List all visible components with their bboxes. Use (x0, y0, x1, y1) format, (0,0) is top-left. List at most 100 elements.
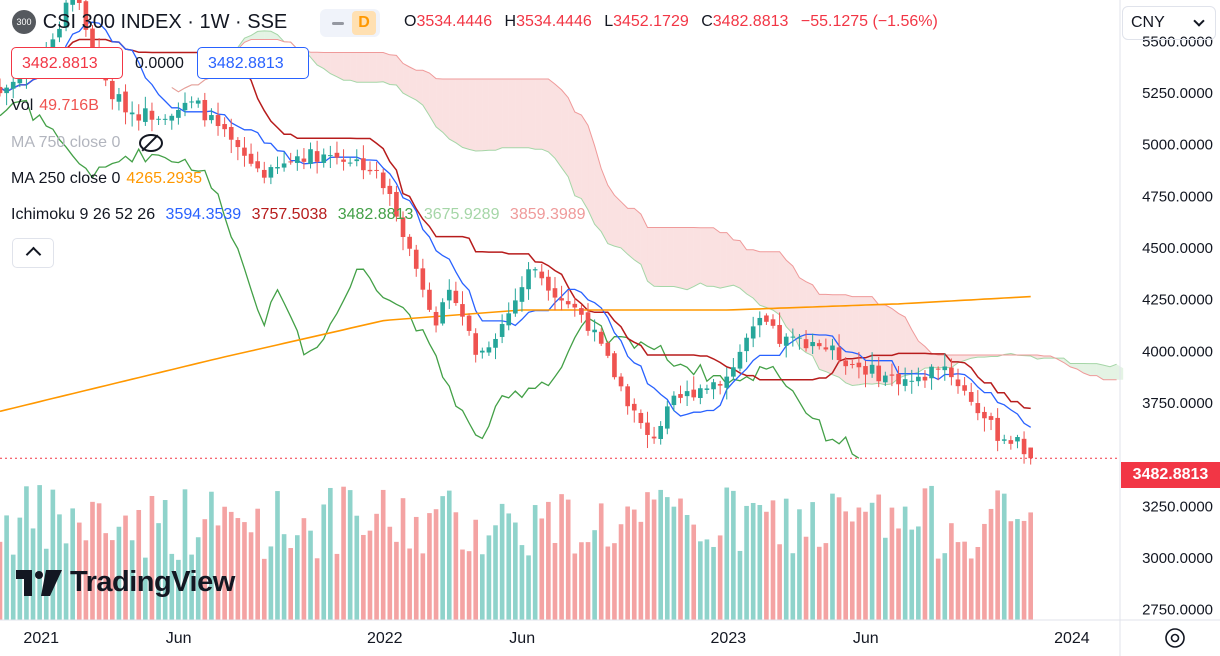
low-value: 3452.1729 (613, 13, 689, 30)
volume-bar (955, 542, 961, 620)
ma250-label: MA 250 close 0 (11, 170, 121, 187)
candle-body (129, 112, 135, 115)
cloud-segment (528, 78, 536, 150)
candle-body (565, 301, 571, 305)
candle-body (169, 115, 175, 121)
cloud-segment (865, 296, 873, 385)
ichimoku-conversion-value: 3594.3539 (165, 206, 242, 223)
cloud-segment (700, 227, 707, 287)
volume-bar (407, 548, 412, 620)
candle-body (863, 366, 868, 375)
volume-bar (922, 488, 928, 620)
cloud-segment (706, 227, 714, 287)
candle-body (770, 319, 776, 326)
volume-bar (750, 502, 756, 620)
candle-body (83, 1, 89, 30)
candle-body (968, 392, 974, 402)
currency-select[interactable]: CNY (1122, 6, 1216, 40)
volume-bar (519, 545, 525, 620)
cloud-segment (660, 227, 668, 287)
data-source-toggle[interactable]: D (320, 9, 380, 37)
candle-body (209, 115, 214, 121)
volume-bar (717, 535, 723, 620)
volume-bar (757, 505, 763, 620)
volume-bar (493, 525, 498, 620)
cloud-segment (878, 304, 886, 385)
legend-ichimoku[interactable]: Ichimoku 9 26 52 26 3594.3539 3757.5038 … (11, 206, 592, 224)
candle-body (248, 153, 254, 164)
volume-bar (513, 522, 518, 620)
ohlc-readout: O3534.4446 H3534.4446 L3452.1729 C3482.8… (404, 13, 938, 31)
candle-body (849, 363, 855, 365)
volume-bar (57, 514, 62, 620)
candle-body (10, 81, 16, 89)
volume-bar (982, 523, 987, 620)
candle-body (143, 108, 148, 122)
volume-bar (889, 507, 895, 620)
volume-bar (90, 501, 95, 620)
candle-body (902, 379, 908, 386)
candle-body (413, 249, 419, 269)
cloud-segment (429, 73, 437, 127)
candle-body (526, 269, 531, 290)
volume-bar (328, 487, 333, 620)
volume-bar (169, 553, 175, 620)
cloud-segment (977, 355, 985, 358)
candle-body (876, 365, 882, 382)
tradingview-logo[interactable]: TradingView (16, 566, 235, 599)
volume-bar (321, 504, 327, 620)
candle-body (717, 383, 723, 386)
legend-ma250[interactable]: MA 250 close 0 4265.2935 (11, 170, 208, 188)
legend-ma750[interactable]: MA 750 close 0 (11, 134, 169, 152)
price-axis[interactable]: 5500.0000 5250.0000 5000.0000 4750.0000 4500… (1142, 33, 1213, 618)
symbol-title[interactable]: CSI 300 INDEX · 1W · SSE (42, 10, 288, 33)
candle-body (883, 375, 888, 383)
cloud-segment (673, 227, 681, 289)
volume-bar (618, 524, 624, 620)
candle-body (618, 376, 624, 387)
cloud-segment (779, 251, 787, 327)
candle-body (678, 394, 683, 398)
volume-bar (942, 553, 948, 620)
candle-body (433, 311, 439, 326)
candle-body (704, 388, 710, 390)
volume-bar (988, 508, 994, 620)
currency-label: CNY (1131, 14, 1165, 31)
buy-button[interactable]: 3482.8813 (197, 47, 309, 79)
chevron-down-icon (1193, 15, 1205, 27)
legend-volume[interactable]: Vol 49.716B (11, 97, 105, 115)
volume-bar (856, 507, 862, 620)
volume-bar (790, 553, 796, 620)
candle-body (294, 156, 300, 163)
cloud-segment (654, 227, 661, 287)
hidden-eye-icon[interactable] (138, 134, 163, 152)
collapse-legend-button[interactable] (12, 238, 54, 268)
candle-body (625, 386, 630, 407)
candle-body (810, 342, 815, 347)
volume-bar (935, 558, 941, 620)
ichimoku-lagging-line (0, 99, 860, 459)
volume-bar (374, 513, 379, 620)
volume-bar (612, 543, 617, 620)
cloud-segment (330, 52, 337, 77)
sell-button[interactable]: 3482.8813 (11, 47, 123, 79)
candle-body (460, 304, 465, 317)
volume-bar (1015, 519, 1020, 620)
cloud-segment (918, 341, 925, 373)
cloud-segment (356, 52, 364, 83)
candle-body (579, 308, 584, 315)
candle-body (612, 353, 617, 378)
symbol-badge[interactable]: 300 (12, 10, 36, 34)
candle-body (830, 345, 835, 351)
candle-body (116, 94, 122, 102)
time-axis[interactable]: 2021 Jun 2022 Jun 2023 Jun 2024 (23, 630, 1089, 647)
settings-gear-icon[interactable] (1165, 628, 1185, 648)
volume-bar (341, 486, 346, 620)
cloud-segment (852, 296, 859, 386)
volume-bar (539, 518, 545, 620)
candle-body (816, 343, 822, 347)
candle-body (57, 28, 62, 38)
volume-bar (96, 503, 102, 620)
candle-body (916, 376, 921, 382)
